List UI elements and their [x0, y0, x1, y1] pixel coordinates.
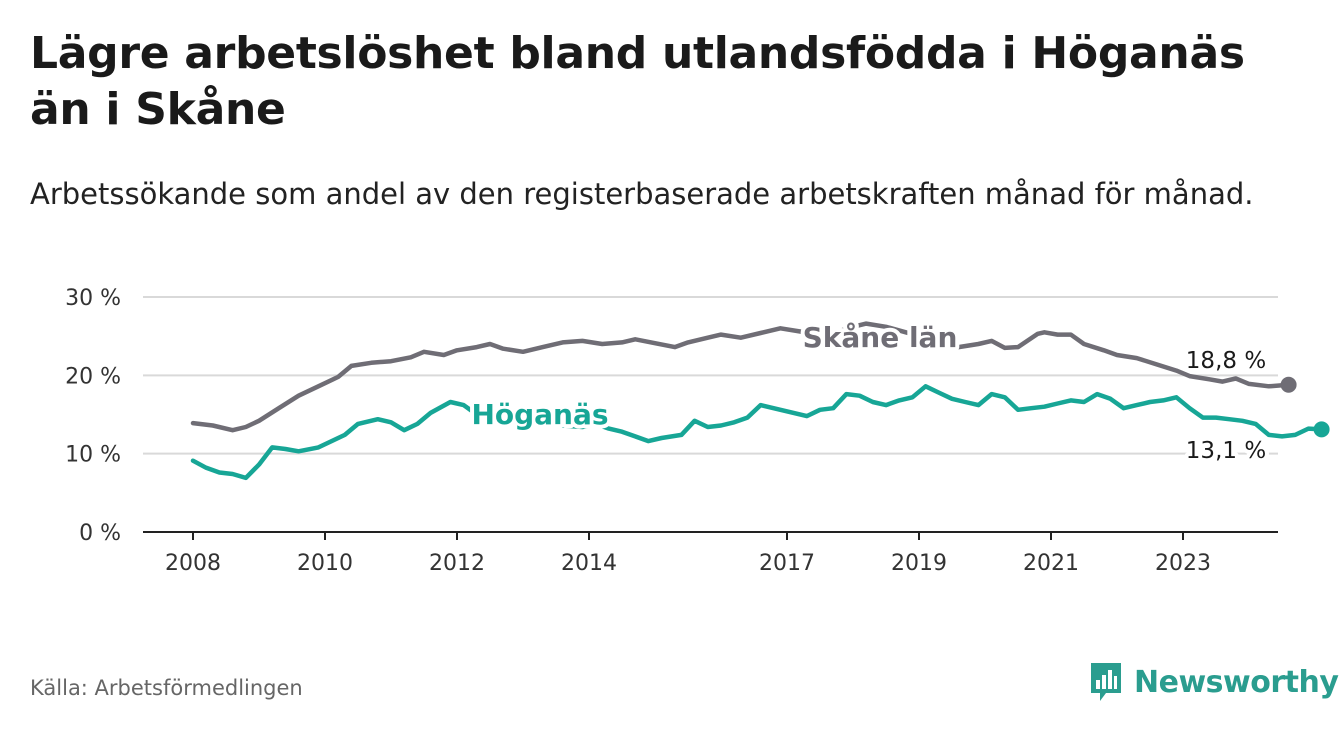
hoganas-end-value-label-halo: 13,1 % [1186, 438, 1266, 464]
skane-series-label-halo: Skåne län [803, 321, 958, 354]
y-tick-label: 20 % [65, 364, 121, 389]
skane-end-point [1280, 376, 1297, 393]
newsworthy-logo-icon [1091, 663, 1121, 701]
x-tick-label: 2019 [891, 551, 947, 576]
skane-series-label: Skåne län [803, 321, 958, 354]
x-tick-label: 2012 [429, 551, 485, 576]
skane-end-value-label-halo: 18,8 % [1186, 348, 1266, 374]
x-tick-label: 2008 [165, 551, 221, 576]
grid-lines [143, 296, 1278, 455]
x-tick-label: 2021 [1023, 551, 1079, 576]
x-tick-label: 2010 [297, 551, 353, 576]
brand-logo[interactable]: Newsworthy [1088, 660, 1339, 704]
brand-name: Newsworthy [1134, 664, 1339, 700]
y-tick-label: 30 % [65, 286, 121, 311]
x-tick-label: 2014 [561, 551, 617, 576]
series-lines [190, 321, 1330, 481]
hoganas-end-value-label: 13,1 % [1186, 438, 1266, 464]
chart-subtitle: Arbetssökande som andel av den registerb… [30, 177, 1254, 211]
hoganas-series-label-halo: Höganäs [471, 398, 608, 431]
y-tick-label: 10 % [65, 443, 121, 468]
line-chart: 0 % 10 % 20 % 30 % 2008 2010 2012 2014 2017 2019 2… [65, 286, 1330, 576]
skane-series-line [190, 321, 1291, 433]
x-tick-label: 2023 [1155, 551, 1211, 576]
x-tick-label: 2017 [759, 551, 815, 576]
y-tick-label: 0 % [79, 521, 121, 546]
axis-ticks: 0 % 10 % 20 % 30 % 2008 2010 2012 2014 2017 2019 2… [65, 286, 1278, 576]
hoganas-series-label: Höganäs [471, 398, 608, 431]
chart-title: Lägre arbetslöshet bland utlandsfödda i … [30, 28, 1245, 135]
skane-end-value-label: 18,8 % [1186, 348, 1266, 374]
hoganas-series-line [190, 384, 1324, 481]
hoganas-end-point [1313, 421, 1330, 438]
source-note: Källa: Arbetsförmedlingen [30, 676, 303, 700]
